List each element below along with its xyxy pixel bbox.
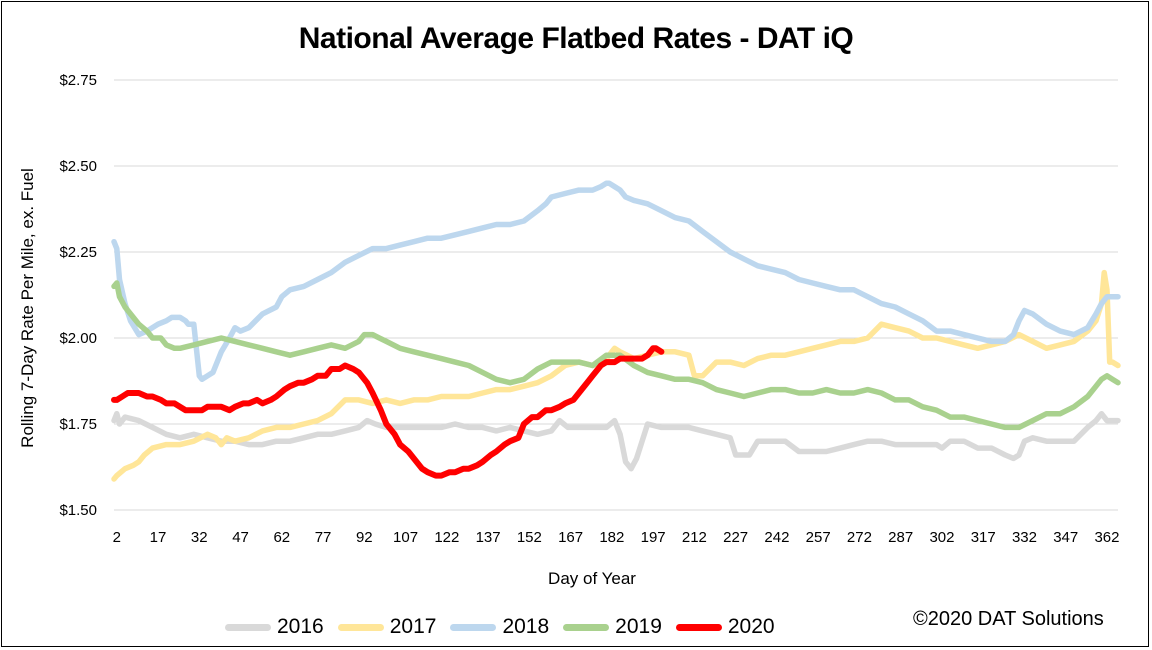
legend-swatch [225, 623, 271, 631]
x-tick-label: 137 [476, 529, 501, 546]
x-tick-label: 242 [764, 529, 789, 546]
chart-title: National Average Flatbed Rates - DAT iQ [298, 22, 854, 55]
y-axis-ticks: $1.50 $1.75 $2.00 $2.25 $2.50 $2.75 [59, 72, 97, 519]
y-tick-label: $2.50 [59, 158, 97, 175]
x-tick-label: 347 [1053, 529, 1078, 546]
legend: 2016 2017 2018 2019 2020 [225, 612, 789, 642]
x-tick-label: 62 [273, 529, 290, 546]
y-tick-label: $2.75 [59, 72, 97, 89]
series-line-2017 [111, 269, 1121, 482]
x-tick-label: 302 [929, 529, 954, 546]
legend-swatch [450, 623, 497, 631]
legend-label: 2020 [727, 615, 775, 638]
x-tick-label: 272 [847, 529, 872, 546]
x-tick-label: 92 [356, 529, 373, 546]
x-tick-label: 257 [806, 529, 831, 546]
legend-item-2020: 2020 [675, 615, 775, 639]
legend-swatch [563, 623, 610, 631]
x-tick-label: 362 [1094, 529, 1119, 546]
series-line-2019 [111, 280, 1121, 431]
x-tick-label: 107 [393, 529, 418, 546]
legend-item-2017: 2017 [337, 615, 437, 639]
x-tick-label: 77 [315, 529, 332, 546]
x-tick-label: 47 [232, 529, 249, 546]
series-lines [111, 180, 1121, 482]
y-tick-label: $1.50 [59, 502, 97, 519]
y-tick-label: $2.25 [59, 244, 97, 261]
y-tick-label: $2.00 [59, 330, 97, 347]
series-line-2020 [111, 345, 665, 479]
copyright-text: ©2020 DAT Solutions [913, 608, 1104, 630]
legend-label: 2017 [389, 615, 437, 638]
x-tick-label: 167 [558, 529, 583, 546]
series-line-2016 [111, 410, 1121, 472]
x-tick-label: 182 [599, 529, 624, 546]
x-tick-label: 2 [113, 529, 121, 546]
y-tick-label: $1.75 [59, 416, 97, 433]
x-tick-label: 212 [682, 529, 707, 546]
legend-item-2016: 2016 [225, 615, 324, 639]
legend-label: 2016 [277, 615, 324, 638]
y-axis-label: Rolling 7-Day Rate Per Mile, ex. Fuel [18, 168, 37, 448]
x-tick-label: 287 [888, 529, 913, 546]
series-line-2018 [111, 180, 1121, 383]
x-tick-label: 17 [150, 529, 167, 546]
x-axis-ticks: 2 17 32 47 62 77 92 107 122 137 152 167 182 197 212 227… [113, 529, 1120, 546]
legend-label: 2019 [615, 615, 662, 638]
x-tick-label: 317 [971, 529, 996, 546]
legend-item-2018: 2018 [450, 615, 549, 639]
x-tick-label: 227 [723, 529, 748, 546]
legend-swatch [337, 623, 384, 631]
legend-swatch [675, 623, 722, 631]
x-tick-label: 32 [191, 529, 208, 546]
x-tick-label: 152 [517, 529, 542, 546]
x-axis-label: Day of Year [548, 569, 636, 588]
legend-item-2019: 2019 [563, 615, 662, 639]
legend-label: 2018 [502, 615, 550, 638]
x-tick-label: 122 [434, 529, 459, 546]
x-tick-label: 332 [1012, 529, 1037, 546]
x-tick-label: 197 [641, 529, 666, 546]
